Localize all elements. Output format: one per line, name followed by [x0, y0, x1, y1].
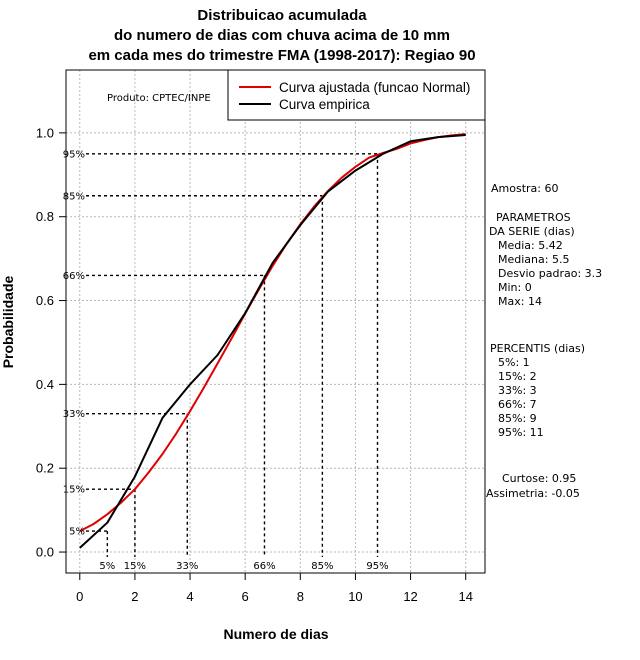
x-axis-title: Numero de dias — [223, 626, 328, 642]
param-max: Max: 14 — [498, 295, 542, 308]
percentile-label-y-3: 66% — [63, 271, 85, 282]
legend: Curva ajustada (funcao Normal) Curva emp… — [227, 69, 486, 121]
y-tick-label-4: 0.8 — [36, 209, 54, 224]
percentil-15: 15%: 2 — [498, 370, 537, 383]
fitted-normal-curve — [79, 133, 466, 532]
percentil-33: 33%: 3 — [498, 384, 537, 397]
legend-label-empirical: Curva empirica — [279, 97, 370, 112]
x-tick-label-0: 0 — [76, 589, 83, 604]
legend-box — [227, 69, 486, 121]
percentile-label-x-3: 66% — [253, 561, 275, 572]
x-tick-label-4: 8 — [297, 589, 304, 604]
plot-frame — [65, 69, 486, 574]
y-tick-label-3: 0.6 — [36, 293, 54, 308]
param-desvio: Desvio padrao: 3.3 — [498, 267, 602, 280]
param-media: Media: 5.42 — [498, 239, 563, 252]
percentil-5: 5%: 1 — [498, 356, 530, 369]
skewness: Assimetria: -0.05 — [486, 487, 580, 500]
x-tick-label-6: 12 — [403, 589, 417, 604]
y-axis-title: Probabilidade — [0, 276, 16, 369]
x-tick-label-5: 10 — [348, 589, 362, 604]
y-tick-label-5: 1.0 — [36, 125, 54, 140]
percentile-labels: 5% 5% 15% 15% 33% 33% 66% 66% 85% 85% 95% 95% — [63, 149, 389, 572]
percentile-label-y-2: 33% — [63, 409, 85, 420]
params-header-1: PARAMETROS — [496, 211, 571, 224]
legend-label-fitted: Curva ajustada (funcao Normal) — [279, 80, 470, 95]
percentil-95: 95%: 11 — [498, 426, 544, 439]
percentile-label-x-1: 15% — [124, 561, 146, 572]
chart-title-line-2: do numero de dias com chuva acima de 10 … — [114, 27, 450, 44]
percentile-label-y-0: 5% — [69, 527, 85, 538]
grid — [66, 70, 485, 573]
percentile-label-y-4: 85% — [63, 191, 85, 202]
x-tick-label-7: 14 — [458, 589, 472, 604]
x-axis: 0 2 4 6 8 10 12 14 — [76, 572, 473, 604]
sample-size: Amostra: 60 — [491, 182, 558, 195]
percentile-guides — [86, 153, 379, 557]
percentile-label-y-5: 95% — [63, 149, 85, 160]
percentile-label-x-2: 33% — [176, 561, 198, 572]
percentile-label-y-1: 15% — [63, 485, 85, 496]
percentis-header: PERCENTIS (dias) — [490, 342, 585, 355]
params-header-2: DA SERIE (dias) — [489, 225, 575, 238]
kurtosis: Curtose: 0.95 — [502, 472, 576, 485]
x-tick-label-3: 6 — [242, 589, 249, 604]
y-tick-label-0: 0.0 — [36, 545, 54, 560]
percentil-85: 85%: 9 — [498, 412, 537, 425]
percentile-label-x-0: 5% — [99, 561, 115, 572]
param-min: Min: 0 — [498, 281, 532, 294]
y-axis: 0.0 0.2 0.4 0.6 0.8 1.0 — [36, 125, 67, 560]
x-tick-label-1: 2 — [131, 589, 138, 604]
chart-title-line-1: Distribuicao acumulada — [197, 7, 367, 24]
series — [79, 133, 466, 549]
empirical-curve — [79, 134, 466, 549]
percentil-66: 66%: 7 — [498, 398, 537, 411]
x-tick-label-2: 4 — [186, 589, 193, 604]
percentile-label-x-4: 85% — [311, 561, 333, 572]
y-tick-label-2: 0.4 — [36, 377, 54, 392]
param-mediana: Mediana: 5.5 — [498, 253, 569, 266]
chart-title-line-3: em cada mes do trimestre FMA (1998-2017)… — [88, 47, 475, 64]
side-panel: Amostra: 60 PARAMETROS DA SERIE (dias) M… — [486, 182, 602, 500]
percentile-label-x-5: 95% — [366, 561, 388, 572]
y-tick-label-1: 0.2 — [36, 461, 54, 476]
product-label: Produto: CPTEC/INPE — [107, 93, 211, 104]
